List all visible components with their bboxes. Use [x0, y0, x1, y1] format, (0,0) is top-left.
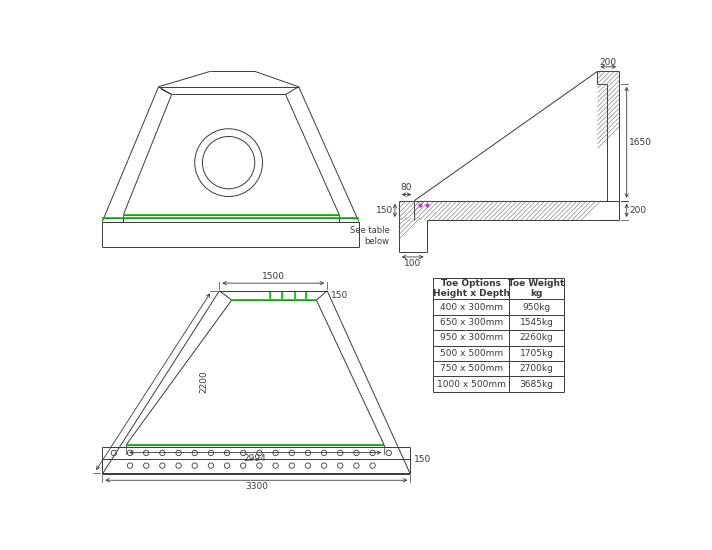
Text: 2260kg: 2260kg — [520, 333, 553, 342]
Text: 1000 x 500mm: 1000 x 500mm — [436, 379, 506, 388]
Text: 3685kg: 3685kg — [520, 379, 554, 388]
Text: 3300: 3300 — [245, 482, 268, 491]
Text: 150: 150 — [331, 291, 348, 300]
Text: 950kg: 950kg — [523, 302, 551, 311]
Text: 200: 200 — [600, 58, 617, 67]
Text: 500 x 500mm: 500 x 500mm — [439, 349, 503, 358]
Text: 150: 150 — [376, 206, 394, 215]
Text: 950 x 300mm: 950 x 300mm — [439, 333, 503, 342]
Text: 150: 150 — [414, 455, 431, 464]
Text: 650 x 300mm: 650 x 300mm — [439, 318, 503, 327]
Text: 100: 100 — [404, 258, 422, 267]
Text: Toe Weight
kg: Toe Weight kg — [508, 279, 565, 298]
Text: 200: 200 — [629, 206, 646, 215]
Text: 750 x 500mm: 750 x 500mm — [439, 364, 503, 373]
Text: 1705kg: 1705kg — [520, 349, 554, 358]
Text: 2200: 2200 — [199, 370, 209, 393]
Text: 1500: 1500 — [262, 272, 285, 281]
Text: See table
below: See table below — [350, 227, 389, 246]
Text: 80: 80 — [401, 183, 412, 192]
Text: 400 x 300mm: 400 x 300mm — [439, 302, 503, 311]
Text: 2700kg: 2700kg — [520, 364, 553, 373]
Text: 1650: 1650 — [629, 138, 652, 147]
Text: Toe Options
Height x Depth: Toe Options Height x Depth — [433, 279, 510, 298]
Text: 1545kg: 1545kg — [520, 318, 553, 327]
Text: 2994: 2994 — [244, 454, 266, 463]
